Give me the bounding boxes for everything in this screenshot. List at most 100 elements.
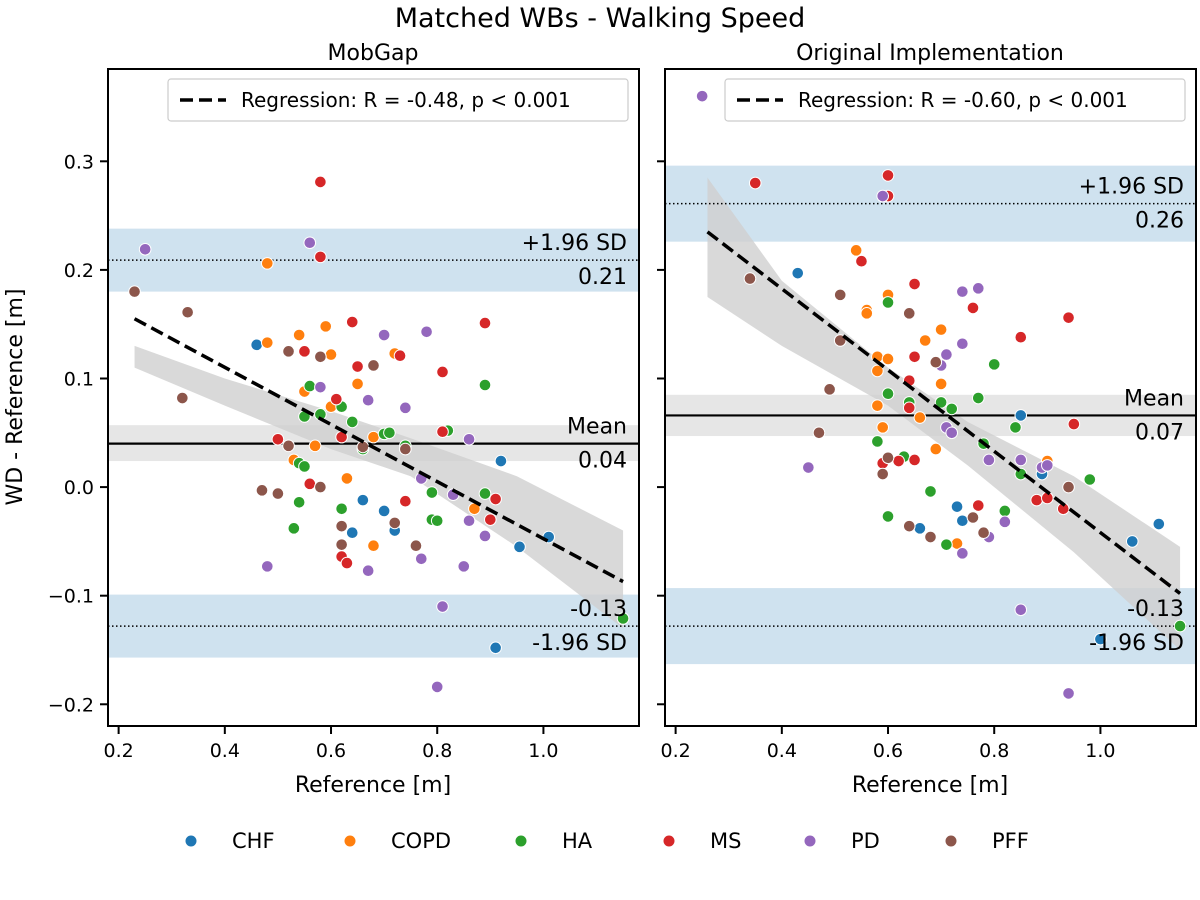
point-pff — [966, 511, 980, 524]
point-pd — [940, 348, 953, 361]
point-ha — [335, 502, 348, 516]
point-pff — [181, 305, 194, 319]
point-pff — [255, 484, 269, 497]
point-pd — [956, 285, 969, 298]
point-ha — [383, 426, 396, 440]
point-chf — [791, 266, 805, 280]
point-ha — [425, 486, 439, 499]
point-ha — [616, 612, 630, 625]
point-copd — [340, 472, 354, 485]
point-copd — [261, 257, 274, 270]
point-pff — [902, 519, 916, 533]
point-ha — [998, 504, 1012, 518]
point-ha — [287, 522, 301, 535]
point-ms — [1062, 311, 1075, 324]
point-pff — [1062, 480, 1075, 494]
regression-line — [706, 230, 1182, 595]
x-tick-label: 0.2 — [104, 740, 134, 762]
point-ha — [1083, 473, 1097, 486]
point-copd — [351, 377, 364, 391]
point-ms — [303, 477, 317, 491]
point-copd — [871, 364, 884, 378]
plot-inner — [108, 175, 639, 694]
mean-value: 0.04 — [578, 449, 627, 474]
point-chf — [513, 540, 526, 554]
point-ha — [1173, 619, 1187, 633]
legend-marker — [662, 834, 676, 848]
point-ms — [330, 392, 343, 406]
legend-marker — [944, 834, 958, 848]
upper-loa-label: +1.96 SD — [1079, 175, 1184, 200]
point-ha — [1009, 421, 1022, 434]
point-copd — [367, 539, 380, 553]
point-pff — [399, 442, 412, 456]
x-tick-label: 0.8 — [422, 740, 452, 762]
regression-ci-band — [707, 177, 1181, 650]
point-pd — [457, 560, 471, 573]
point-ha — [987, 358, 1001, 371]
point-copd — [324, 348, 338, 361]
point-pd — [377, 328, 391, 342]
legend-marker — [343, 834, 357, 848]
point-chf — [1014, 409, 1028, 422]
point-chf — [377, 504, 391, 518]
point-chf — [1152, 517, 1166, 531]
point-pd — [430, 680, 444, 694]
point-copd — [849, 244, 863, 257]
point-pff — [314, 480, 327, 494]
plot-inner — [665, 89, 1196, 700]
point-ms — [1067, 417, 1081, 431]
point-chf — [1094, 632, 1107, 646]
point-pd — [420, 325, 433, 339]
x-axis-label: Reference [m] — [295, 773, 451, 798]
point-pff — [823, 383, 836, 396]
point-pd — [462, 433, 476, 446]
point-ms — [748, 176, 762, 190]
point-ms — [966, 301, 980, 315]
point-ms — [1014, 330, 1028, 344]
point-pff — [271, 487, 285, 500]
point-pd — [303, 236, 317, 250]
point-ms — [484, 513, 497, 526]
point-chf — [489, 641, 502, 655]
y-tick-label: 0.0 — [64, 477, 94, 499]
point-pd — [998, 515, 1012, 529]
point-copd — [860, 307, 874, 320]
mean-label: Mean — [1124, 386, 1184, 411]
x-tick-label: 1.0 — [1085, 740, 1115, 762]
upper-loa-value: 0.21 — [578, 265, 627, 290]
point-ms — [340, 556, 354, 570]
y-tick-label: −0.1 — [48, 586, 94, 608]
mean-label: Mean — [567, 415, 627, 440]
point-ms — [908, 350, 921, 364]
point-pff — [924, 530, 937, 544]
point-pd — [982, 453, 996, 467]
point-pff — [902, 307, 916, 320]
point-ms — [892, 454, 905, 468]
panel-original-implementation: Original Implementation +1.96 SD 0.26 Mean… — [657, 41, 1197, 798]
point-pff — [176, 391, 189, 405]
point-ha — [303, 379, 317, 393]
lower-loa-value: -0.13 — [1127, 597, 1184, 622]
point-copd — [871, 399, 884, 412]
point-ha — [934, 396, 948, 409]
point-ms — [855, 254, 868, 268]
point-ha — [871, 435, 884, 448]
y-tick-label: 0.2 — [64, 260, 94, 282]
point-ha — [345, 415, 359, 429]
point-pd — [414, 552, 428, 566]
point-pd — [876, 189, 890, 203]
axes-frame — [107, 68, 640, 727]
point-ha — [881, 510, 895, 523]
point-pd — [1014, 603, 1028, 617]
point-pd — [945, 426, 959, 440]
point-pff — [128, 285, 141, 298]
point-pd — [695, 89, 709, 103]
point-ha — [430, 514, 444, 528]
point-ha — [292, 495, 306, 509]
point-pd — [462, 514, 476, 528]
regression-legend-label: Regression: R = -0.60, p < 0.001 — [798, 88, 1128, 112]
y-tick-label: −0.2 — [48, 694, 94, 716]
point-pd — [971, 282, 985, 295]
point-pd — [436, 600, 449, 613]
